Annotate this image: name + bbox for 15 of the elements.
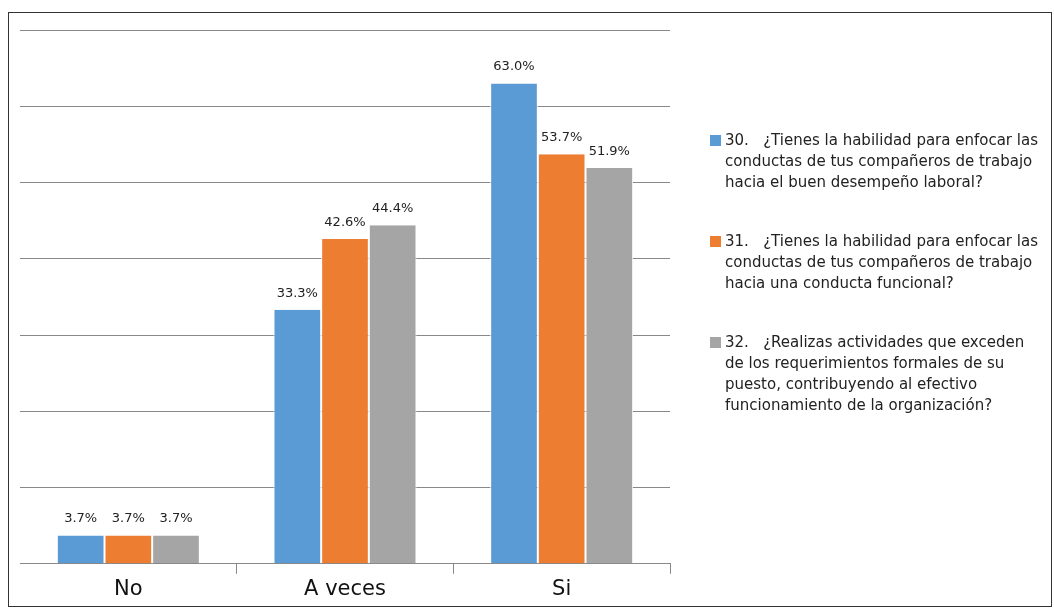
data-label: 3.7% (64, 510, 98, 526)
data-label: 33.3% (276, 284, 318, 300)
x-tick-label: No (114, 575, 143, 600)
data-label: 63.0% (493, 58, 535, 74)
data-label: 53.7% (541, 129, 583, 145)
data-label: 51.9% (588, 142, 630, 158)
data-label: 3.7% (159, 510, 193, 526)
legend-label: 32. ¿Realizas actividades que exceden de los requerimientos formales de su puesto, contribuyendo al efectivo funcionamiento de la organización? (725, 332, 1026, 416)
data-label: 44.4% (372, 200, 414, 216)
legend-label: 30. ¿Tienes la habilidad para enfocar las conductas de tus compañeros de trabajo hacia el buen desempeño laboral? (725, 130, 1039, 193)
x-tick-label: Si (552, 575, 572, 600)
data-label: 3.7% (111, 510, 145, 526)
legend-label: 31. ¿Tienes la habilidad para enfocar las conductas de tus compañeros de trabajo hacia una conducta funcional? (725, 231, 1039, 294)
data-label: 42.6% (324, 213, 366, 229)
x-tick-label: A veces (304, 575, 386, 600)
